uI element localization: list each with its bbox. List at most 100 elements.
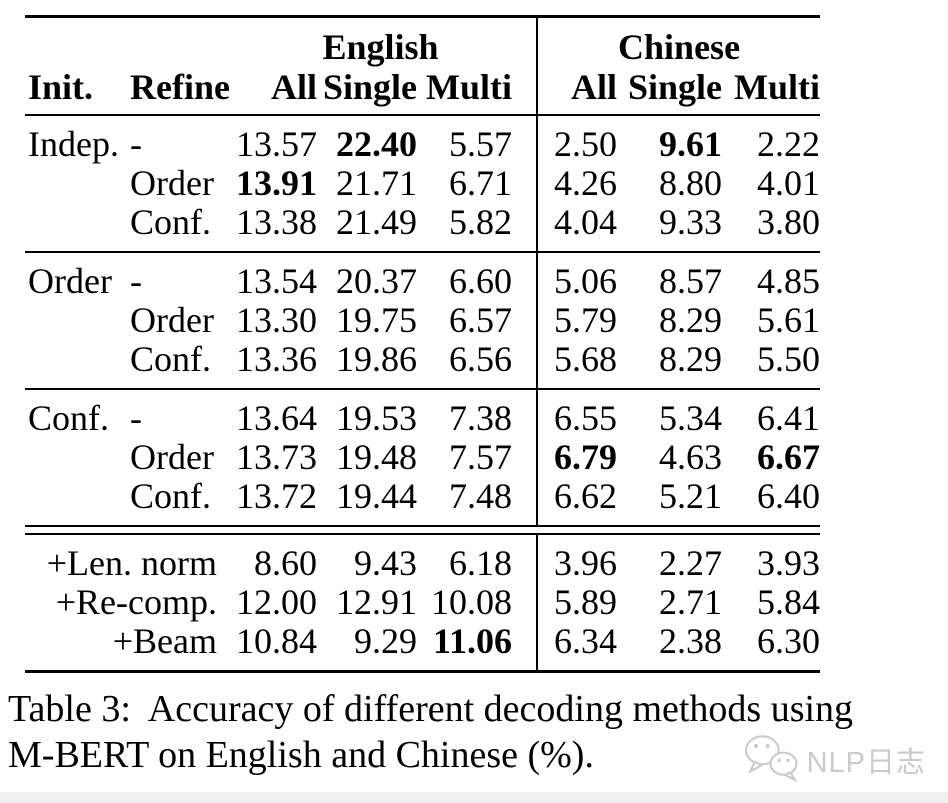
table-block: Order - 13.54 20.37 6.60 5.06 8.57 4.85 Order 13.…	[25, 252, 821, 389]
init-cell	[25, 301, 130, 340]
value-cell: 8.29	[659, 339, 723, 379]
value-cell: 4.85	[757, 261, 821, 301]
value-cell: 6.34	[554, 621, 618, 661]
value-cell: 13.64	[236, 398, 317, 438]
table-block-extras: +Len. norm 8.60 9.43 6.18 3.96 2.27 3.93 +Re-co…	[25, 534, 820, 672]
value-cell: 5.89	[554, 582, 618, 622]
table-row: Order - 13.54 20.37 6.60 5.06 8.57 4.85	[25, 252, 820, 301]
column-header-single-chinese: Single	[628, 67, 723, 107]
value-cell: 13.91	[236, 163, 317, 203]
value-cell: 6.41	[757, 398, 821, 438]
value-cell: 5.21	[659, 476, 723, 516]
caption-line-2: M-BERT on English and Chinese (%).	[8, 734, 594, 776]
table-row: +Len. norm 8.60 9.43 6.18 3.96 2.27 3.93	[25, 534, 820, 583]
column-header-all-english: All	[270, 67, 317, 107]
value-cell: 13.73	[236, 437, 317, 477]
language-group-row: English Chinese	[25, 16, 820, 68]
table-row: Order 13.30 19.75 6.57 5.79 8.29 5.61	[25, 301, 820, 340]
value-cell: 19.75	[336, 300, 417, 340]
value-cell: 5.84	[757, 582, 821, 622]
method-label-cell: +Len. norm	[46, 543, 217, 583]
init-cell	[25, 203, 130, 252]
value-cell: 9.43	[354, 543, 417, 583]
value-cell: 13.38	[236, 202, 317, 242]
refine-cell: Conf.	[130, 476, 211, 516]
footer-strip	[0, 792, 948, 803]
value-cell: 6.67	[757, 437, 821, 477]
column-group-chinese: Chinese	[618, 27, 741, 67]
value-cell: 9.33	[659, 202, 723, 242]
value-cell: 20.37	[336, 261, 417, 301]
value-cell: 9.61	[659, 124, 723, 164]
value-cell: 5.82	[417, 203, 539, 252]
refine-cell: Order	[130, 300, 214, 340]
value-cell: 8.80	[659, 163, 723, 203]
table-caption: Table 3: Accuracy of different decoding …	[8, 686, 948, 778]
refine-cell: -	[130, 398, 142, 438]
value-cell: 13.54	[236, 261, 317, 301]
value-cell: 4.63	[659, 437, 723, 477]
column-header-init: Init.	[28, 67, 94, 107]
value-cell: 6.60	[417, 252, 539, 301]
value-cell: 4.26	[554, 163, 618, 203]
value-cell: 5.06	[554, 261, 618, 301]
init-cell	[25, 340, 130, 389]
header-spacer	[25, 17, 225, 68]
value-cell: 6.79	[554, 437, 618, 477]
value-cell: 13.72	[236, 476, 317, 516]
results-table: English Chinese Init. Refine All Single …	[25, 15, 821, 673]
value-cell: 3.93	[757, 543, 821, 583]
value-cell: 13.57	[236, 124, 317, 164]
init-cell	[25, 164, 130, 203]
value-cell: 5.34	[659, 398, 723, 438]
value-cell: 7.57	[417, 438, 539, 477]
value-cell: 11.06	[417, 622, 539, 672]
value-cell: 6.40	[757, 476, 821, 516]
column-header-all-chinese: All	[571, 67, 618, 107]
watermark-text: NLP日志	[806, 746, 926, 779]
refine-cell: Order	[130, 437, 214, 477]
value-cell: 9.29	[354, 621, 417, 661]
value-cell: 2.27	[659, 543, 723, 583]
init-cell: Indep.	[28, 124, 119, 164]
table-block: Indep. - 13.57 22.40 5.57 2.50 9.61 2.22 Order 13…	[25, 115, 820, 252]
method-label-cell: +Beam	[112, 621, 217, 661]
table-row: Conf. 13.36 19.86 6.56 5.68 8.29 5.50	[25, 340, 820, 389]
value-cell: 5.50	[757, 339, 821, 379]
value-cell: 5.79	[554, 300, 618, 340]
value-cell: 3.80	[757, 202, 821, 242]
table-row: +Re-comp. 12.00 12.91 10.08 5.89 2.71 5.84	[25, 583, 820, 622]
value-cell: 6.18	[417, 534, 539, 583]
value-cell: 5.61	[757, 300, 821, 340]
value-cell: 6.71	[417, 164, 539, 203]
value-cell: 21.71	[336, 163, 417, 203]
watermark: NLP日志	[742, 732, 926, 787]
refine-cell: Conf.	[130, 202, 211, 242]
column-header-multi-english: Multi	[417, 67, 539, 115]
refine-cell: Order	[130, 163, 214, 203]
double-rule-row	[25, 525, 821, 535]
value-cell: 8.57	[659, 261, 723, 301]
column-header-multi-chinese: Multi	[734, 67, 821, 107]
value-cell: 4.01	[757, 163, 821, 203]
init-cell: Order	[28, 261, 112, 301]
value-cell: 8.29	[659, 300, 723, 340]
refine-cell: Conf.	[130, 339, 211, 379]
value-cell: 10.84	[236, 621, 317, 661]
value-cell: 13.36	[236, 339, 317, 379]
value-cell: 3.96	[554, 543, 618, 583]
init-cell: Conf.	[28, 398, 109, 438]
value-cell: 19.48	[336, 437, 417, 477]
value-cell: 4.04	[554, 202, 618, 242]
column-group-english: English	[225, 16, 539, 67]
value-cell: 13.30	[236, 300, 317, 340]
value-cell: 7.48	[417, 477, 539, 526]
table-header: English Chinese Init. Refine All Single …	[25, 16, 821, 115]
value-cell: 21.49	[336, 202, 417, 242]
column-header-refine: Refine	[130, 67, 230, 107]
value-cell: 2.71	[659, 582, 723, 622]
table-row: +Beam 10.84 9.29 11.06 6.34 2.38 6.30	[25, 622, 820, 672]
value-cell: 12.00	[236, 582, 317, 622]
value-cell: 6.57	[417, 301, 539, 340]
method-label-cell: +Re-comp.	[55, 582, 217, 622]
